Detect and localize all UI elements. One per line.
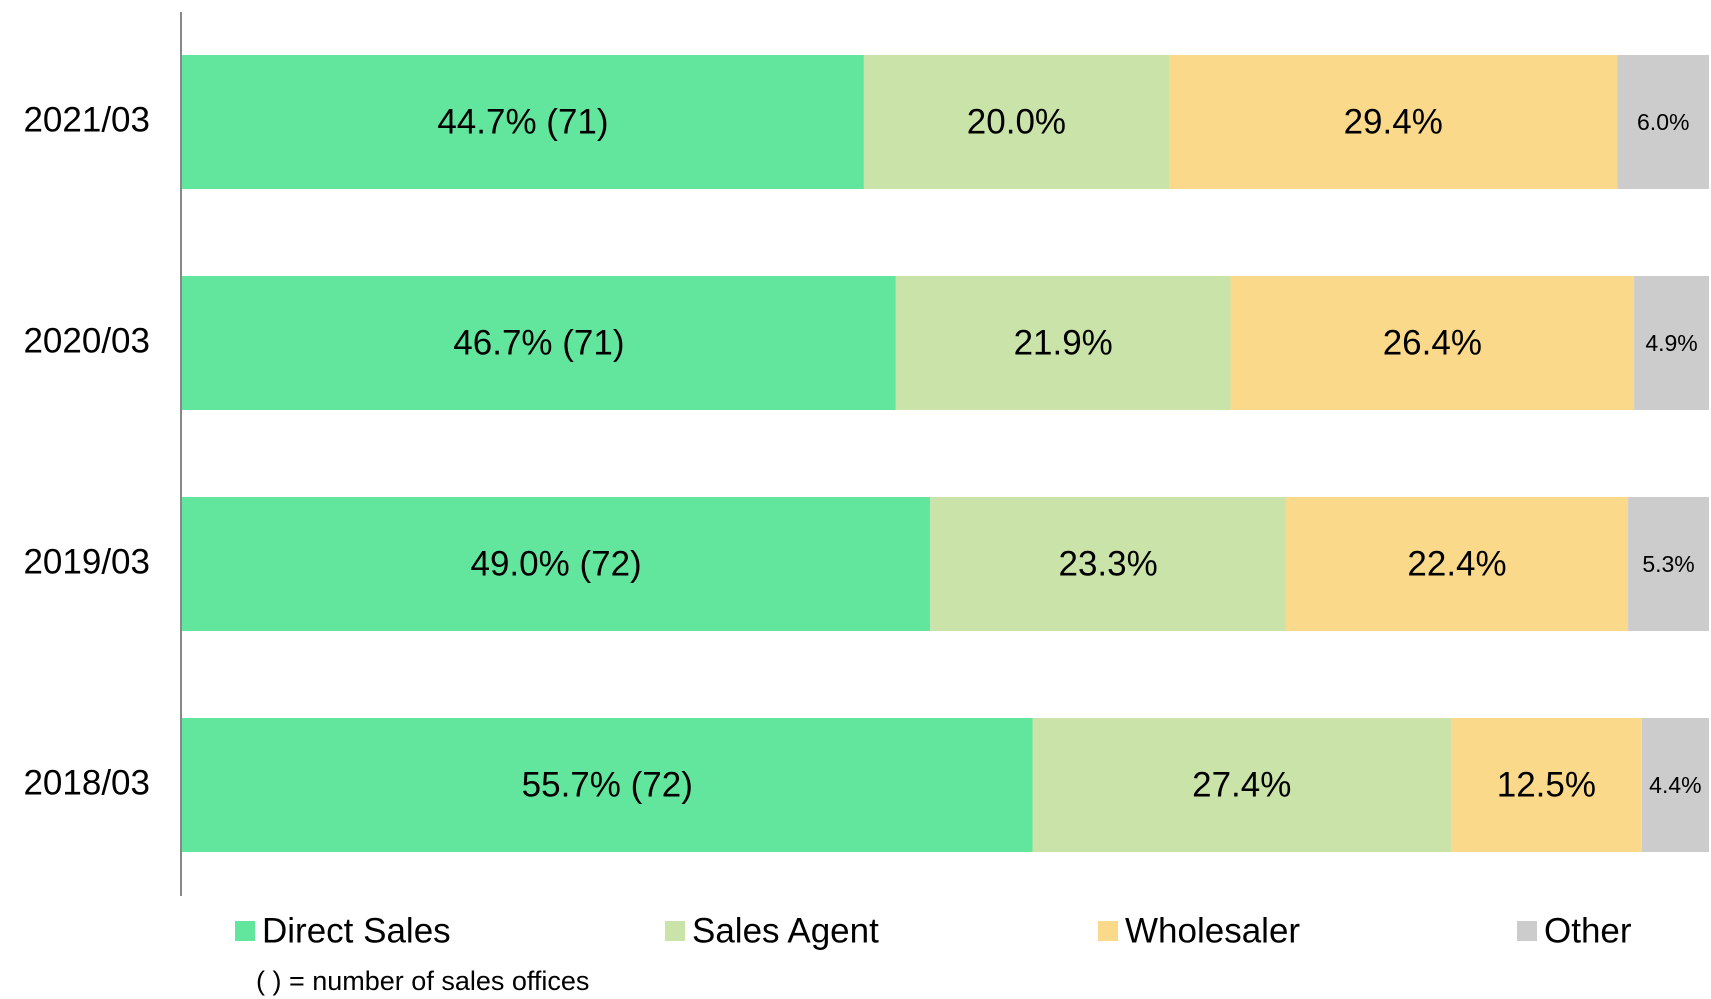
bar-segment <box>182 276 896 410</box>
bar-segment <box>863 55 1169 189</box>
legend-swatch <box>1098 921 1118 941</box>
footnote: ( ) = number of sales offices <box>256 966 589 996</box>
bar-segment <box>1032 718 1451 852</box>
legend-label: Sales Agent <box>692 911 879 950</box>
bar-segment <box>1230 276 1635 410</box>
legend-swatch <box>665 921 685 941</box>
legend-swatch <box>1517 921 1537 941</box>
y-tick-label: 2018/03 <box>23 763 150 802</box>
legend-label: Direct Sales <box>262 911 451 950</box>
data-label: 6.0% <box>1637 109 1689 135</box>
bar-segment <box>1634 276 1709 410</box>
bar-segment <box>182 55 864 189</box>
data-label: 4.4% <box>1649 772 1701 798</box>
data-label: 55.7% (72) <box>522 765 693 804</box>
data-label: 12.5% <box>1497 765 1596 804</box>
data-label: 29.4% <box>1344 102 1443 141</box>
data-label: 20.0% <box>967 102 1066 141</box>
bar-segment <box>1168 55 1618 189</box>
y-tick-label: 2021/03 <box>23 100 150 139</box>
data-label: 49.0% (72) <box>471 544 642 583</box>
data-label: 22.4% <box>1407 544 1506 583</box>
data-label: 4.9% <box>1645 330 1697 356</box>
bar-segment <box>895 276 1231 410</box>
data-label: 46.7% (71) <box>453 323 624 362</box>
y-tick-label: 2020/03 <box>23 321 150 360</box>
data-label: 21.9% <box>1014 323 1113 362</box>
bar-segment <box>930 497 1287 631</box>
y-tick-label: 2019/03 <box>23 542 150 581</box>
data-label: 23.3% <box>1059 544 1158 583</box>
bar-segment <box>182 497 931 631</box>
legend-label: Other <box>1544 911 1632 950</box>
bar-segment <box>1641 718 1709 852</box>
legend-label: Wholesaler <box>1125 911 1300 950</box>
bar-segment <box>182 718 1033 852</box>
legend-swatch <box>235 921 255 941</box>
bar-segment <box>1450 718 1642 852</box>
data-label: 27.4% <box>1192 765 1291 804</box>
data-label: 44.7% (71) <box>437 102 608 141</box>
bar-segment <box>1628 497 1709 631</box>
bar-segment <box>1617 55 1709 189</box>
bar-segment <box>1286 497 1629 631</box>
data-label: 26.4% <box>1383 323 1482 362</box>
data-label: 5.3% <box>1642 551 1694 577</box>
